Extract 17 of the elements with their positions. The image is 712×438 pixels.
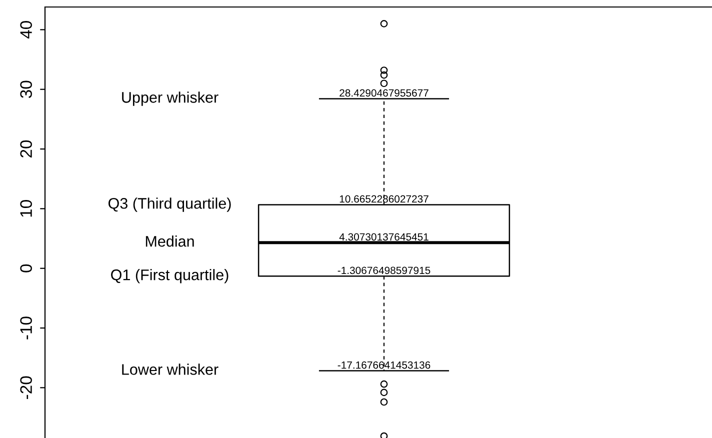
- annotation: Lower whisker: [122, 364, 218, 375]
- annotation: Upper whisker: [122, 92, 218, 106]
- y-tick-label: -10: [20, 316, 32, 340]
- annotation: 10.6652286027237: [340, 195, 428, 203]
- annotation: -1.30676498597915: [338, 266, 430, 274]
- y-tick-label: 40: [20, 21, 32, 39]
- annotation: 28.4290467955677: [340, 89, 428, 97]
- y-tick-label: -20: [20, 376, 32, 399]
- y-tick-label: 0: [20, 264, 32, 272]
- annotation: Q1 (First quartile): [111, 269, 228, 284]
- annotation: Q3 (Third quartile): [108, 198, 231, 212]
- y-tick-label: 30: [20, 80, 32, 98]
- y-tick-label: 10: [20, 200, 32, 217]
- annotation: -17.1676641453136: [338, 361, 430, 369]
- annotation: Median: [146, 236, 194, 247]
- annotation: 4.30730137645451: [339, 233, 428, 241]
- y-tick-label: 20: [20, 140, 32, 158]
